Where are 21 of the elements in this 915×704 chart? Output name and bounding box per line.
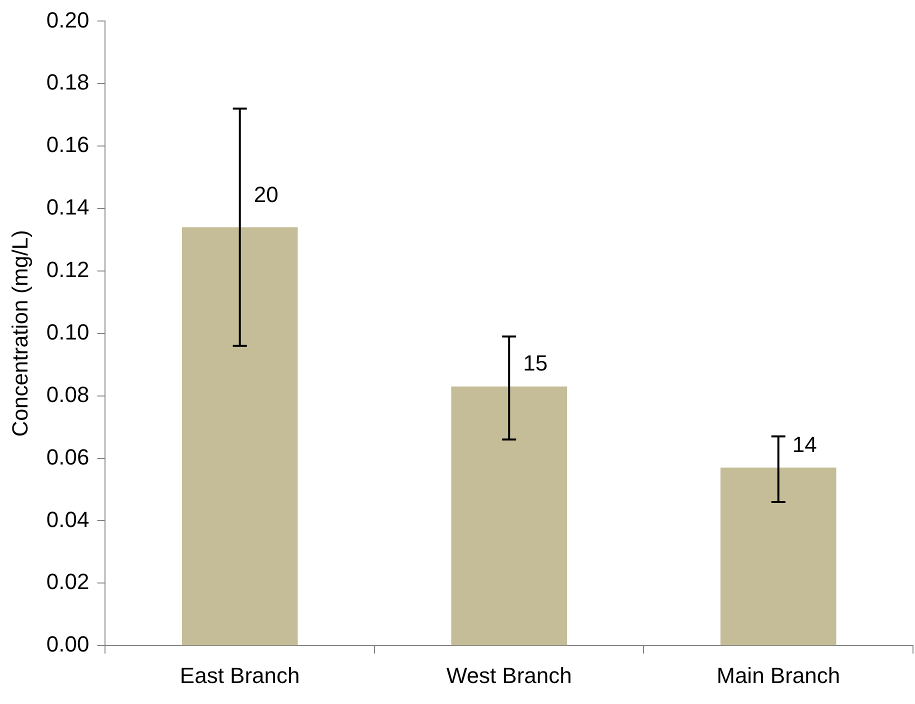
y-tick-label: 0.14 xyxy=(46,194,90,220)
y-tick-label: 0.06 xyxy=(46,444,90,470)
x-tick-label: East Branch xyxy=(180,662,300,688)
y-tick-label: 0.10 xyxy=(46,319,90,344)
x-tick-label: West Branch xyxy=(446,662,572,688)
y-tick-label: 0.04 xyxy=(46,506,90,532)
y-tick-label: 0.00 xyxy=(46,632,90,657)
y-tick-label: 0.08 xyxy=(46,382,90,407)
y-tick-label: 0.02 xyxy=(46,569,90,594)
bar xyxy=(451,386,567,646)
bar xyxy=(720,468,836,646)
bar xyxy=(182,227,298,646)
y-axis-title: Concentration (mg/L) xyxy=(7,230,32,437)
y-tick-label: 0.16 xyxy=(46,132,90,158)
y-tick-label: 0.12 xyxy=(46,257,90,282)
annotation: 15 xyxy=(523,350,548,376)
y-tick-label: 0.20 xyxy=(46,7,90,32)
x-tick-label: Main Branch xyxy=(716,662,840,688)
y-tick-label: 0.18 xyxy=(46,70,90,95)
annotation: 14 xyxy=(792,432,817,457)
annotation: 20 xyxy=(254,182,278,208)
